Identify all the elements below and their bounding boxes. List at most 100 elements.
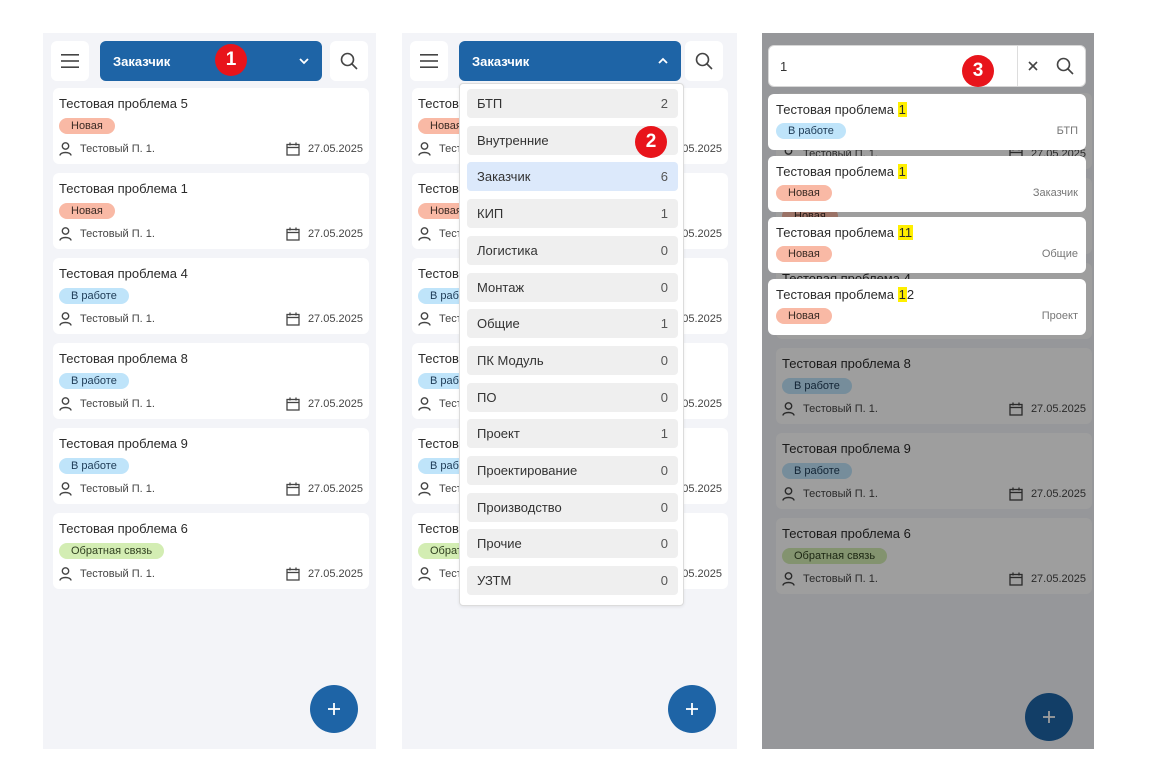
person-icon bbox=[59, 312, 72, 326]
dropdown-option[interactable]: КИП 1 bbox=[467, 199, 678, 229]
status-badge: Новая bbox=[59, 118, 115, 134]
add-button[interactable] bbox=[668, 685, 716, 733]
result-title-prefix: Тестовая проблема bbox=[776, 102, 898, 117]
dropdown-option[interactable]: Общие 1 bbox=[467, 309, 678, 339]
issue-title: Тестовая проблема 6 bbox=[59, 521, 188, 536]
add-icon bbox=[686, 703, 698, 715]
result-group: БТП bbox=[1056, 125, 1078, 137]
dropdown-option[interactable]: Монтаж 0 bbox=[467, 272, 678, 302]
search-result[interactable]: Тестовая проблема 12 Новая Проект bbox=[768, 278, 1086, 335]
status-badge: Новая bbox=[59, 203, 115, 219]
option-label: Монтаж bbox=[477, 279, 525, 295]
category-select[interactable]: Заказчик bbox=[100, 41, 322, 81]
person-icon bbox=[418, 397, 431, 411]
person-icon bbox=[782, 402, 795, 416]
menu-icon bbox=[61, 54, 79, 68]
dropdown-option[interactable]: Прочие 0 bbox=[467, 529, 678, 559]
add-button[interactable] bbox=[1025, 693, 1073, 741]
option-label: Общие bbox=[477, 316, 520, 332]
assignee: Тестовый П. 1. bbox=[59, 142, 155, 156]
issue-card[interactable]: Тестовая проблема 8 В работе Тестовый П. 1… bbox=[53, 343, 369, 419]
option-label: ПО bbox=[477, 389, 497, 405]
issue-card[interactable]: Тестовая проблема 4 В работе Тестовый П. 1… bbox=[53, 258, 369, 334]
result-group: Проект bbox=[1041, 309, 1078, 322]
search-result[interactable]: Тестовая проблема 1 В работе БТП bbox=[768, 94, 1086, 150]
dropdown-option[interactable]: Проектирование 0 bbox=[467, 456, 678, 485]
dim-overlay[interactable] bbox=[762, 33, 1094, 749]
issue-title: Тестовая проблема 6 bbox=[782, 526, 911, 541]
option-count: 0 bbox=[660, 499, 668, 515]
person-icon bbox=[59, 482, 72, 496]
step-marker: 2 bbox=[635, 126, 667, 158]
search-result[interactable]: Тестовая проблема 1 Новая Заказчик bbox=[768, 155, 1086, 212]
assignee: Тестовый П. 1. bbox=[59, 567, 155, 581]
due-date-value: 27.05.2025 bbox=[307, 143, 363, 155]
issue-title: Тестовая проблема 8 bbox=[782, 356, 911, 371]
due-date: 27.05.2025 bbox=[1009, 487, 1086, 501]
menu-button[interactable] bbox=[51, 41, 89, 81]
person-icon bbox=[59, 142, 72, 156]
option-label: БТП bbox=[477, 96, 503, 111]
person-icon bbox=[59, 227, 72, 241]
assignee-name: Тестовый П. 1. bbox=[803, 403, 878, 415]
dropdown-option[interactable]: УЗТМ 0 bbox=[467, 566, 678, 596]
issue-card[interactable]: Тестовая проблема 9 В работе Тестовый П. 1… bbox=[776, 433, 1092, 509]
calendar-icon bbox=[286, 397, 300, 411]
option-count: 6 bbox=[660, 169, 668, 185]
result-match: 1 bbox=[897, 102, 907, 117]
option-count: 0 bbox=[660, 352, 668, 368]
calendar-icon bbox=[1009, 402, 1023, 416]
due-date: 27.05.2025 bbox=[286, 227, 363, 241]
search-button[interactable] bbox=[685, 41, 723, 81]
dropdown-option[interactable]: ПО 0 bbox=[467, 382, 678, 412]
due-date: 27.05.2025 bbox=[286, 312, 363, 326]
issue-title: Тестовая проблема 9 bbox=[782, 441, 911, 456]
due-date: 27.05.2025 bbox=[1009, 572, 1086, 586]
issue-card[interactable]: Тестовая проблема 1 Новая Тестовый П. 1. 27… bbox=[53, 173, 369, 249]
result-title: Тестовая проблема 1 bbox=[776, 102, 907, 117]
issue-card[interactable]: Тестовая проблема 8 В работе Тестовый П. 1… bbox=[776, 348, 1092, 424]
issue-title: Тестовая проблема 5 bbox=[59, 96, 188, 111]
dropdown-option[interactable]: БТП 2 bbox=[467, 89, 678, 118]
search-button[interactable] bbox=[330, 41, 368, 81]
assignee: Тестовый П. 1. bbox=[59, 312, 155, 326]
dropdown-option[interactable]: Проект 1 bbox=[467, 419, 678, 449]
add-icon bbox=[1043, 711, 1055, 723]
issue-title: Тестовая проблема 1 bbox=[59, 181, 188, 196]
category-select[interactable]: Заказчик bbox=[459, 41, 681, 81]
screen-dropdown: Заказчик Тестовая проблема 5НоваяТестовы… bbox=[402, 33, 737, 749]
option-count: 0 bbox=[660, 536, 668, 552]
option-count: 1 bbox=[660, 206, 668, 222]
issue-card[interactable]: Тестовая проблема 5 Новая Тестовый П. 1. 27… bbox=[53, 88, 369, 164]
menu-button[interactable] bbox=[410, 41, 448, 81]
due-date-value: 27.05.2025 bbox=[307, 568, 363, 580]
category-select-label: Заказчик bbox=[113, 53, 171, 69]
due-date-value: 27.05.2025 bbox=[1030, 488, 1086, 500]
add-button[interactable] bbox=[310, 685, 358, 733]
status-badge: В работе bbox=[59, 373, 129, 389]
option-count: 0 bbox=[660, 389, 668, 405]
issue-card[interactable]: Тестовая проблема 6 Обратная связь Тестовы… bbox=[776, 518, 1092, 594]
search-icon[interactable] bbox=[1055, 56, 1075, 76]
person-icon bbox=[59, 567, 72, 581]
status-badge: В работе bbox=[776, 123, 846, 139]
issue-card[interactable]: Тестовая проблема 6 Обратная связь Тестовы… bbox=[53, 513, 369, 589]
dropdown-option[interactable]: Заказчик 6 bbox=[467, 162, 678, 192]
result-title: Тестовая проблема 11 bbox=[776, 225, 914, 240]
calendar-icon bbox=[1009, 572, 1023, 586]
search-input[interactable]: 1 bbox=[780, 59, 788, 74]
assignee: Тестовый П. 1. bbox=[782, 572, 878, 586]
dropdown-option[interactable]: Производство 0 bbox=[467, 492, 678, 522]
dropdown-option[interactable]: Логистика 0 bbox=[467, 235, 678, 265]
menu-icon bbox=[420, 54, 438, 68]
issue-card[interactable]: Тестовая проблема 9 В работе Тестовый П. 1… bbox=[53, 428, 369, 504]
chevron-down-icon bbox=[299, 58, 309, 65]
calendar-icon bbox=[286, 567, 300, 581]
search-result[interactable]: Тестовая проблема 11 Новая Общие bbox=[768, 217, 1086, 273]
result-title: Тестовая проблема 12 bbox=[776, 286, 914, 302]
option-count: 2 bbox=[660, 96, 668, 111]
close-icon[interactable] bbox=[1025, 58, 1041, 74]
dropdown-option[interactable]: ПК Модуль 0 bbox=[467, 345, 678, 375]
search-field[interactable]: 1 bbox=[768, 45, 1086, 87]
result-title-prefix: Тестовая проблема bbox=[776, 286, 898, 302]
